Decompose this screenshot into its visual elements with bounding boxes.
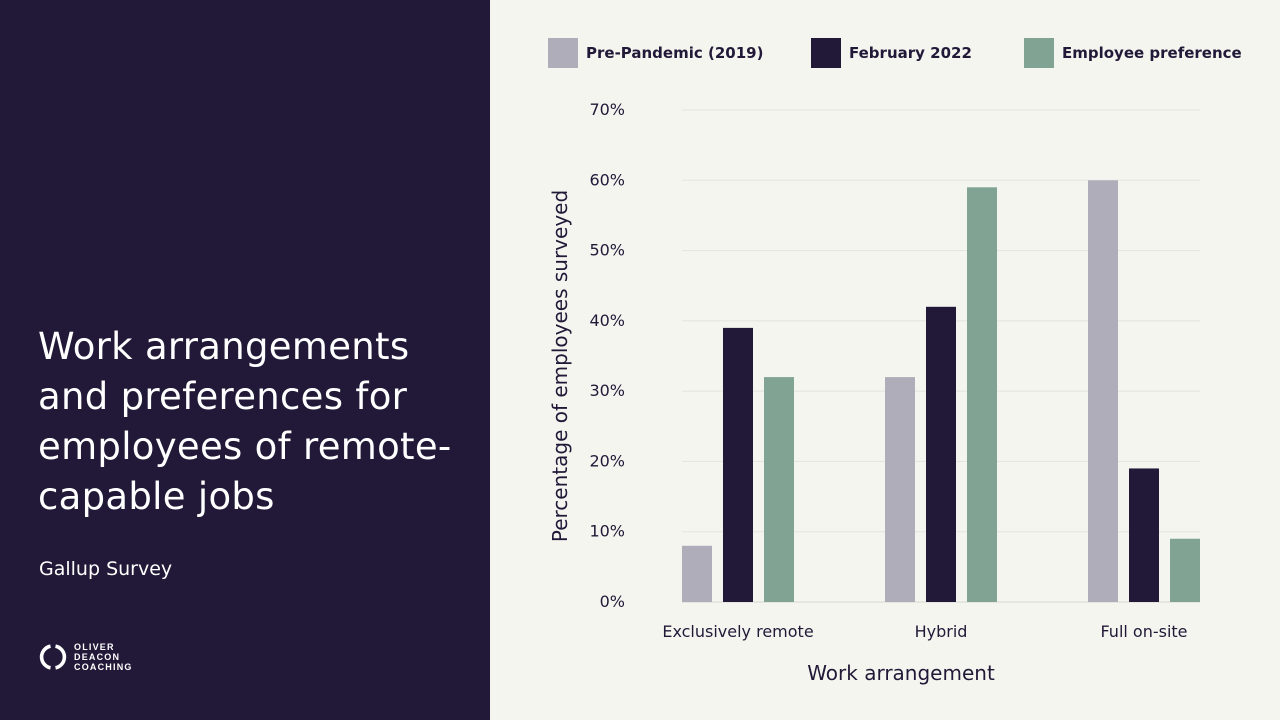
- bar-employee-preference: [1170, 538, 1200, 602]
- y-tick-label: 70%: [589, 100, 625, 119]
- bar-pre-pandemic-2019: [885, 377, 915, 602]
- legend-swatch-pre-pandemic: [548, 38, 578, 68]
- page-title: Work arrangements and preferences for em…: [38, 325, 452, 518]
- bar-employee-preference: [764, 377, 794, 602]
- x-tick-label: Exclusively remote: [662, 622, 813, 641]
- logo-line-1: OLIVER: [74, 642, 115, 652]
- bar-pre-pandemic-2019: [1088, 180, 1118, 603]
- y-tick-label: 40%: [589, 311, 625, 330]
- y-tick-label: 0%: [600, 592, 625, 611]
- logo-line-2: DEACON: [74, 652, 121, 662]
- y-tick-label: 10%: [589, 522, 625, 541]
- legend-label-pre-pandemic: Pre-Pandemic (2019): [586, 44, 764, 62]
- y-axis-title: Percentage of employees surveyed: [548, 190, 572, 542]
- bar-pre-pandemic-2019: [682, 545, 712, 602]
- y-tick-label: 20%: [589, 451, 625, 470]
- page-subtitle: Gallup Survey: [39, 558, 173, 580]
- chart-panel: Pre-Pandemic (2019) February 2022 Employ…: [490, 0, 1280, 720]
- legend-item-pre-pandemic: Pre-Pandemic (2019): [548, 38, 763, 68]
- y-tick-label: 50%: [589, 241, 625, 260]
- bar-chart: 0% 10% 20% 30% 40% 50% 60% 70% Exclusively remo…: [548, 100, 1200, 685]
- y-axis-ticks: 0% 10% 20% 30% 40% 50% 60% 70%: [589, 100, 625, 611]
- logo-icon: [39, 644, 67, 670]
- bar-employee-preference: [967, 187, 997, 603]
- bars: [682, 180, 1200, 603]
- y-tick-label: 60%: [589, 170, 625, 189]
- legend-item-employee-preference: Employee preference: [1024, 38, 1242, 68]
- bar-february-2022: [926, 306, 956, 602]
- brand-logo: OLIVER DEACON COACHING: [38, 642, 133, 672]
- logo-wordmark: OLIVER DEACON COACHING: [74, 642, 133, 672]
- x-axis-ticks: Exclusively remote Hybrid Full on-site: [662, 622, 1187, 641]
- y-tick-label: 30%: [589, 381, 625, 400]
- legend-item-february-2022: February 2022: [811, 38, 972, 68]
- bar-february-2022: [723, 327, 753, 602]
- bar-february-2022: [1129, 468, 1159, 602]
- legend-swatch-employee-preference: [1024, 38, 1054, 68]
- x-tick-label: Hybrid: [915, 622, 968, 641]
- x-axis-title: Work arrangement: [807, 661, 995, 685]
- x-tick-label: Full on-site: [1100, 622, 1187, 641]
- logo-line-3: COACHING: [74, 662, 133, 672]
- legend-label-employee-preference: Employee preference: [1062, 44, 1242, 62]
- title-panel: Work arrangements and preferences for em…: [0, 0, 490, 720]
- legend-label-february-2022: February 2022: [849, 44, 972, 62]
- legend-swatch-february-2022: [811, 38, 841, 68]
